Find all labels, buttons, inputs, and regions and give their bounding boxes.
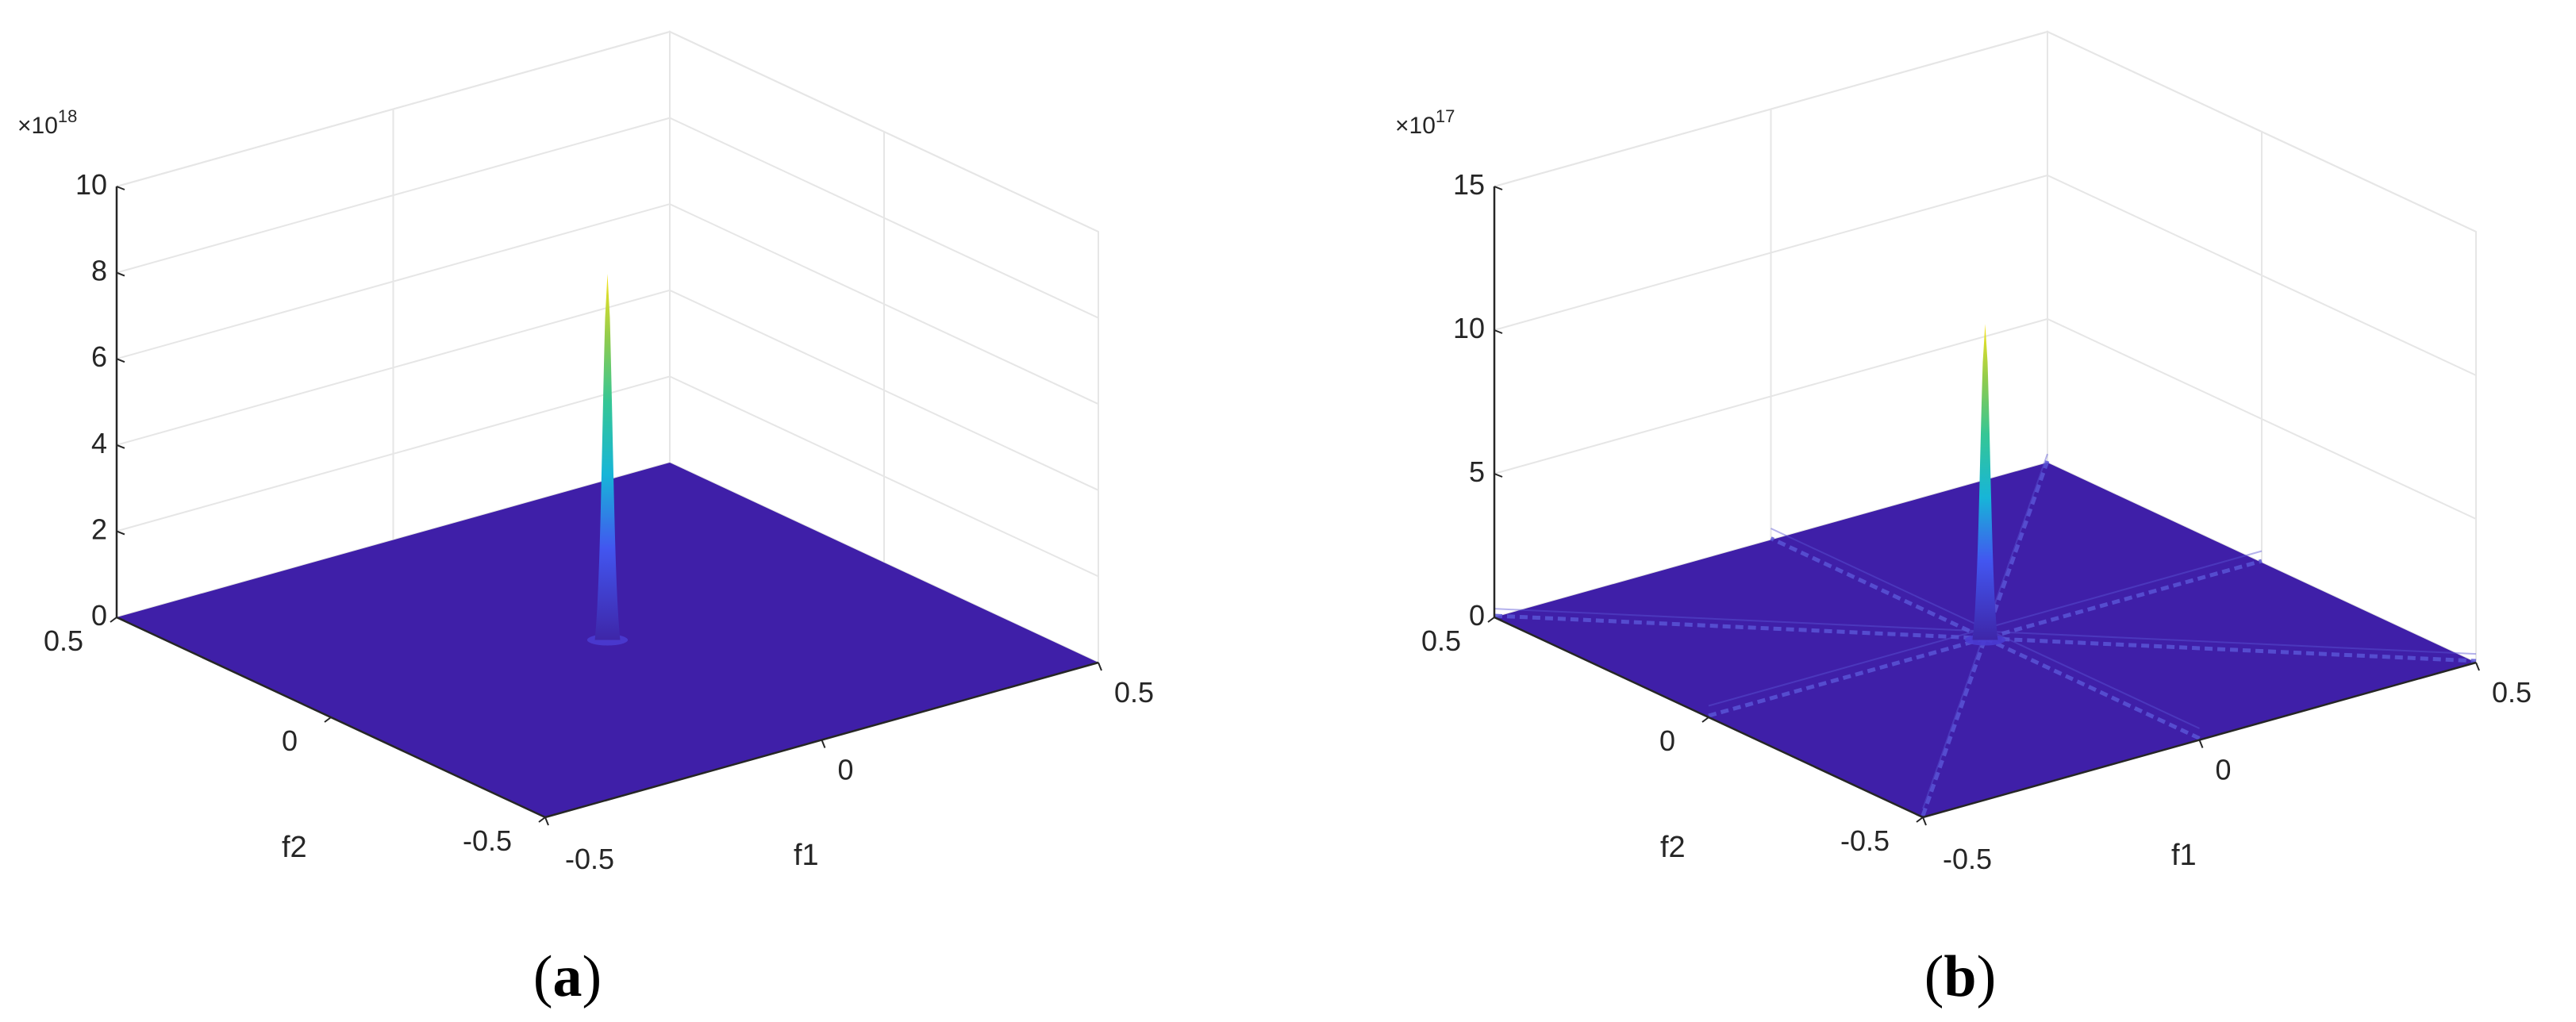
panel-a-z-tick-mark <box>116 358 125 363</box>
panel-a-f2-tick-mark <box>324 717 332 723</box>
panel-b-f1-tick-mark <box>2475 662 2480 671</box>
panel-b-z-tick-label: 15 <box>1453 168 1485 201</box>
panel-a-z-tick-label: 2 <box>91 513 107 545</box>
panel-a-f1-tick-mark <box>1098 662 1102 671</box>
panel-a-z-multiplier: ×1018 <box>17 106 77 139</box>
panel-b-f2-tick-mark <box>1916 816 1924 823</box>
panel-a-z-gridline <box>116 203 1099 405</box>
panel-a-z-tick-mark <box>116 186 125 190</box>
panel-a-f2-tick-mark <box>110 617 117 623</box>
panel-b-f2-tick-label: 0 <box>1659 724 1675 757</box>
panel-a-f1-tick-label: -0.5 <box>565 843 614 875</box>
panel-a-f2-tick-label: -0.5 <box>463 824 512 857</box>
panel-b-peak <box>1964 324 2006 646</box>
panel-b-z-tick-label: 0 <box>1469 599 1485 632</box>
panel-b-f1-tick-label: -0.5 <box>1943 843 1992 875</box>
panel-a-f1-tick-mark <box>544 816 549 826</box>
panel-b-z-tick-mark <box>1494 329 1503 334</box>
panel-a-z-tick-label: 0 <box>91 599 107 632</box>
panel-b-caption: (b) <box>1924 944 1996 1009</box>
panel-a-z-tick-mark <box>116 617 125 621</box>
panel-a-f2-tick-label: 0 <box>282 724 298 757</box>
panel-b-z-tick-mark <box>1494 186 1503 190</box>
panel-a-z-tick-mark <box>116 271 125 277</box>
panel-a-z-tick-label: 8 <box>91 255 107 287</box>
panel-a-f1-tick-label: 0 <box>838 754 854 786</box>
panel-b-f2-tick-label: -0.5 <box>1840 824 1890 857</box>
panel-b-z-tick-label: 5 <box>1469 455 1485 488</box>
panel-a-f2-tick-label: 0.5 <box>44 624 83 657</box>
panel-b-f2-tick-label: 0.5 <box>1421 624 1461 657</box>
panel-b-z-tick-mark <box>1494 473 1503 478</box>
panel-b-z-gridline <box>1494 317 2477 520</box>
panel-a-z-tick-label: 6 <box>91 340 107 373</box>
panel-a-z-gridline <box>116 375 1099 578</box>
panel-b-f1-tick-mark <box>1922 816 1927 826</box>
panel-b-z-tick-mark <box>1494 617 1503 621</box>
panel-b-f1-tick-label: 0 <box>2216 754 2232 786</box>
panel-b-z-gridline <box>1494 30 2477 232</box>
panel-a-f2-label: f2 <box>282 831 307 864</box>
panel-b-f2-label: f2 <box>1660 831 1686 864</box>
panel-b-f2-tick-mark <box>1701 717 1709 723</box>
panel-b-z-gridline <box>1494 174 2477 376</box>
panel-a-f1-label: f1 <box>794 839 819 872</box>
panel-b-z-multiplier: ×1017 <box>1395 106 1455 139</box>
panel-b-f2-tick-mark <box>1487 617 1495 623</box>
panel-b-f1-tick-label: 0.5 <box>2492 676 2532 709</box>
panel-a-z-gridline <box>116 30 1099 232</box>
panel-a-f1-tick-mark <box>821 740 826 748</box>
panel-a-z-tick-mark <box>116 530 125 536</box>
panel-b-f1-tick-mark <box>2198 740 2204 748</box>
panel-a-peak <box>586 273 629 646</box>
panel-a-f1-tick-label: 0.5 <box>1114 676 1154 709</box>
panel-a-z-gridline <box>116 117 1099 319</box>
panel-b-surface-ridge <box>1494 613 2477 663</box>
panel-b-z-tick-label: 10 <box>1453 312 1485 344</box>
panel-b-f1-label: f1 <box>2171 839 2197 872</box>
panel-a-z-tick-mark <box>116 444 125 449</box>
panel-a-caption: (a) <box>533 944 602 1009</box>
panel-b-surface-peak <box>1972 324 1998 640</box>
panel-a-z-tick-label: 4 <box>91 427 107 459</box>
panel-a-f2-tick-mark <box>538 816 546 823</box>
panel-a-surface-peak <box>594 273 621 640</box>
panel-a-z-gridline <box>116 289 1099 491</box>
panel-a-z-tick-label: 10 <box>75 168 107 201</box>
